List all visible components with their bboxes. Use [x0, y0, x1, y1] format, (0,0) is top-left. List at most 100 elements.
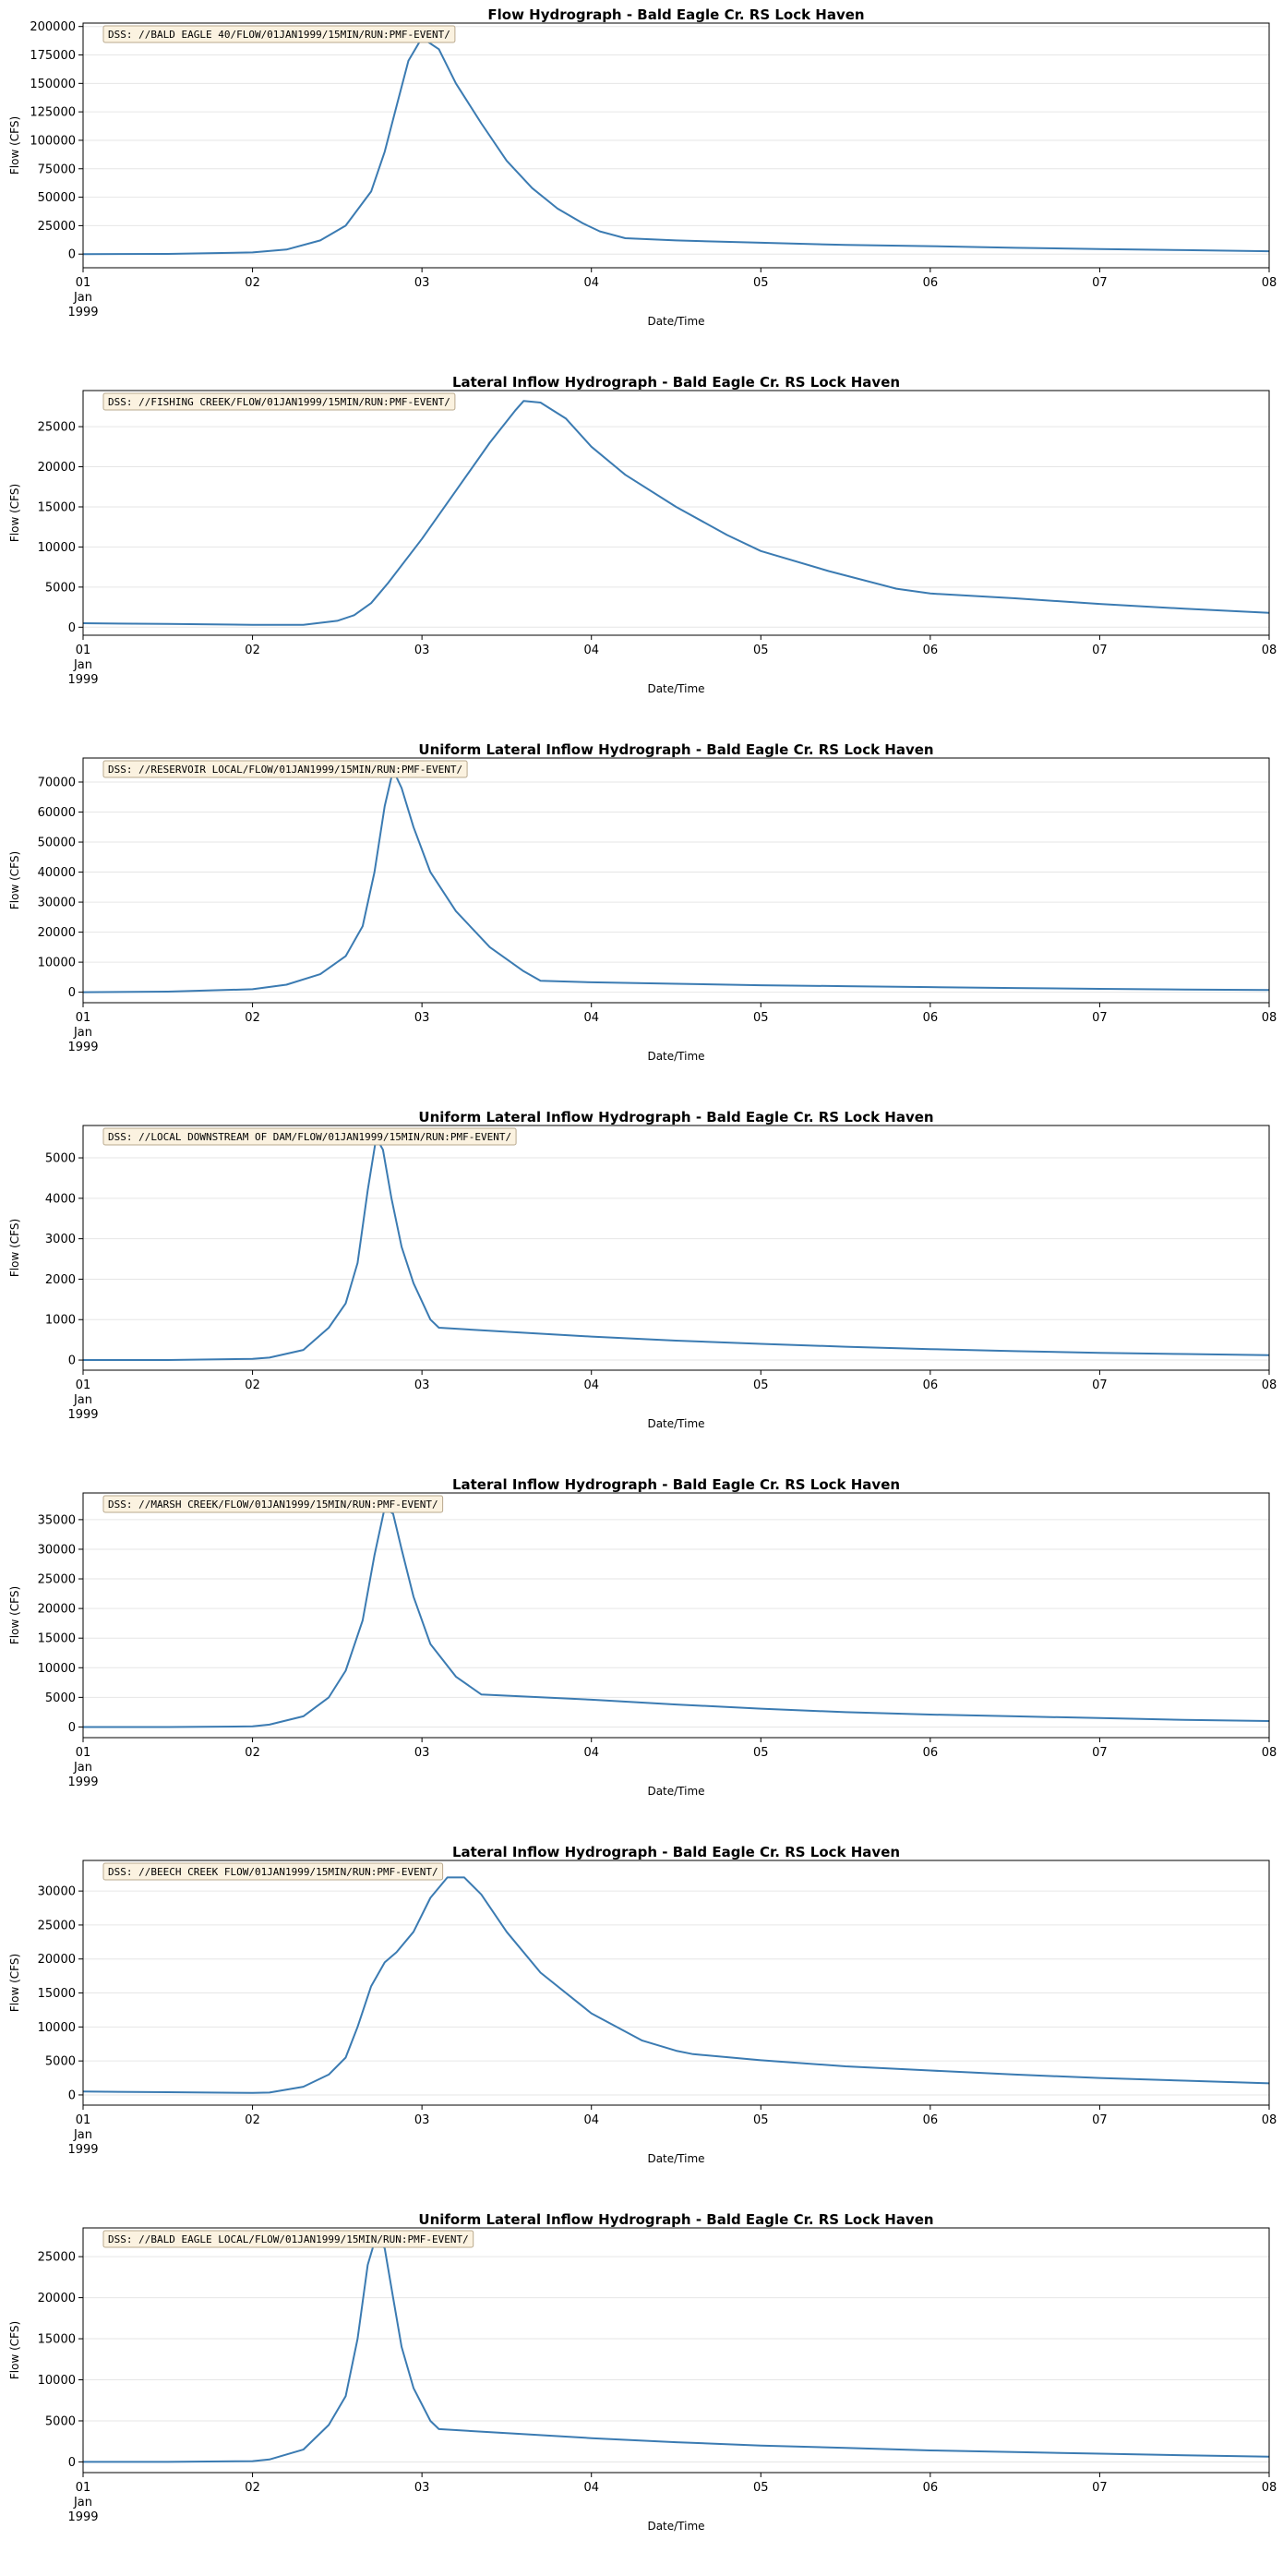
x-tick-label: 02 — [245, 1746, 260, 1760]
y-tick-label: 25000 — [38, 1573, 76, 1587]
chart-title: Lateral Inflow Hydrograph - Bald Eagle C… — [452, 374, 900, 391]
dss-annotation: DSS: //BALD EAGLE 40/FLOW/01JAN1999/15MI… — [102, 25, 456, 43]
x-tick-label: 05 — [753, 1378, 769, 1392]
x-tick-label: 07 — [1092, 1378, 1108, 1392]
plot-frame — [82, 2227, 1270, 2474]
x-tick-label: 03 — [414, 276, 430, 290]
y-tick-label: 5000 — [45, 2414, 76, 2428]
x-tick-label: 07 — [1092, 1011, 1108, 1025]
x-date-sublabel: Jan — [73, 291, 92, 305]
x-axis-label: Date/Time — [647, 2520, 704, 2533]
x-tick-label: 01 — [76, 2481, 91, 2495]
y-tick-label: 35000 — [38, 1513, 76, 1527]
x-tick-label: 05 — [753, 2481, 769, 2495]
dss-box — [102, 760, 468, 778]
y-tick-label: 30000 — [38, 897, 76, 910]
y-tick-label: 10000 — [38, 2021, 76, 2035]
x-tick-label: 02 — [245, 276, 260, 290]
y-tick-label: 50000 — [38, 191, 76, 205]
chart-svg: Flow Hydrograph - Bald Eagle Cr. RS Lock… — [8, 6, 1277, 328]
x-tick-label: 05 — [753, 2113, 769, 2127]
x-tick-label: 04 — [583, 2481, 599, 2495]
y-tick-label: 40000 — [38, 866, 76, 880]
y-tick-label: 25000 — [38, 1919, 76, 1932]
plot-frame — [82, 1860, 1270, 2106]
plot-frame — [82, 390, 1270, 636]
y-tick-label: 5000 — [45, 2055, 76, 2069]
chart-title: Lateral Inflow Hydrograph - Bald Eagle C… — [452, 1844, 900, 1860]
x-tick-label: 02 — [245, 644, 260, 657]
y-tick-label: 15000 — [38, 500, 76, 514]
y-axis-label: Flow (CFS) — [8, 116, 21, 175]
chart-svg: Uniform Lateral Inflow Hydrograph - Bald… — [8, 2211, 1277, 2533]
dss-box — [102, 1862, 444, 1881]
x-tick-label: 01 — [76, 1011, 91, 1025]
flow-series-line — [82, 400, 1270, 626]
chart-svg: Uniform Lateral Inflow Hydrograph - Bald… — [8, 741, 1277, 1063]
y-axis-label: Flow (CFS) — [8, 484, 21, 542]
chart-svg: Lateral Inflow Hydrograph - Bald Eagle C… — [8, 374, 1277, 695]
x-tick-label: 04 — [583, 1011, 599, 1025]
x-tick-label: 08 — [1262, 276, 1277, 290]
x-tick-label: 03 — [414, 2481, 430, 2495]
y-tick-label: 0 — [68, 2456, 76, 2470]
y-axis-label: Flow (CFS) — [8, 851, 21, 909]
flow-series-line — [82, 1876, 1270, 2094]
y-tick-label: 0 — [68, 248, 76, 262]
y-tick-label: 1000 — [45, 1314, 76, 1328]
dss-annotation: DSS: //BEECH CREEK FLOW/01JAN1999/15MIN/… — [102, 1862, 444, 1881]
dss-label: DSS: //BALD EAGLE 40/FLOW/01JAN1999/15MI… — [108, 29, 450, 41]
y-axis-label: Flow (CFS) — [8, 1954, 21, 2012]
chart-title: Flow Hydrograph - Bald Eagle Cr. RS Lock… — [487, 6, 864, 23]
x-date-sublabel: Jan — [73, 2496, 92, 2510]
y-tick-label: 70000 — [38, 776, 76, 790]
x-date-sublabel: 1999 — [67, 2510, 98, 2524]
x-tick-label: 03 — [414, 644, 430, 657]
dss-annotation: DSS: //RESERVOIR LOCAL/FLOW/01JAN1999/15… — [102, 760, 468, 778]
y-tick-label: 5000 — [45, 1691, 76, 1705]
x-date-sublabel: 1999 — [67, 2143, 98, 2157]
y-tick-label: 0 — [68, 986, 76, 1000]
dss-label: DSS: //MARSH CREEK/FLOW/01JAN1999/15MIN/… — [108, 1499, 438, 1511]
chart-title: Uniform Lateral Inflow Hydrograph - Bald… — [418, 1109, 933, 1125]
x-tick-label: 02 — [245, 2481, 260, 2495]
x-tick-label: 04 — [583, 1746, 599, 1760]
plot-frame — [82, 757, 1270, 1004]
x-tick-label: 01 — [76, 644, 91, 657]
y-tick-label: 0 — [68, 621, 76, 635]
x-date-sublabel: Jan — [73, 1393, 92, 1407]
y-tick-label: 20000 — [38, 461, 76, 475]
chart-svg: Lateral Inflow Hydrograph - Bald Eagle C… — [8, 1844, 1277, 2165]
y-tick-label: 15000 — [38, 1632, 76, 1646]
plot-frame — [82, 22, 1270, 269]
x-tick-label: 07 — [1092, 2481, 1108, 2495]
y-tick-label: 25000 — [38, 2251, 76, 2265]
x-tick-label: 01 — [76, 2113, 91, 2127]
x-tick-label: 05 — [753, 644, 769, 657]
x-tick-label: 07 — [1092, 276, 1108, 290]
y-tick-label: 4000 — [45, 1192, 76, 1206]
y-tick-label: 30000 — [38, 1543, 76, 1557]
dss-annotation: DSS: //FISHING CREEK/FLOW/01JAN1999/15MI… — [102, 392, 456, 411]
x-tick-label: 08 — [1262, 1011, 1277, 1025]
x-date-sublabel: 1999 — [67, 306, 98, 319]
x-date-sublabel: Jan — [73, 1026, 92, 1040]
y-axis-label: Flow (CFS) — [8, 2321, 21, 2379]
x-tick-label: 07 — [1092, 1746, 1108, 1760]
x-axis-label: Date/Time — [647, 1417, 704, 1430]
y-tick-label: 20000 — [38, 1953, 76, 1967]
dss-label: DSS: //FISHING CREEK/FLOW/01JAN1999/15MI… — [108, 396, 450, 408]
x-axis-label: Date/Time — [647, 1785, 704, 1798]
x-tick-label: 08 — [1262, 2113, 1277, 2127]
x-tick-label: 04 — [583, 2113, 599, 2127]
x-axis-label: Date/Time — [647, 2152, 704, 2165]
chart-panel-4: Uniform Lateral Inflow Hydrograph - Bald… — [0, 1102, 1283, 1470]
x-tick-label: 01 — [76, 1378, 91, 1392]
flow-series-line — [82, 37, 1270, 256]
x-tick-label: 05 — [753, 1746, 769, 1760]
chart-panel-5: Lateral Inflow Hydrograph - Bald Eagle C… — [0, 1470, 1283, 1837]
x-date-sublabel: 1999 — [67, 1041, 98, 1054]
x-tick-label: 06 — [923, 2113, 939, 2127]
x-axis-label: Date/Time — [647, 682, 704, 695]
